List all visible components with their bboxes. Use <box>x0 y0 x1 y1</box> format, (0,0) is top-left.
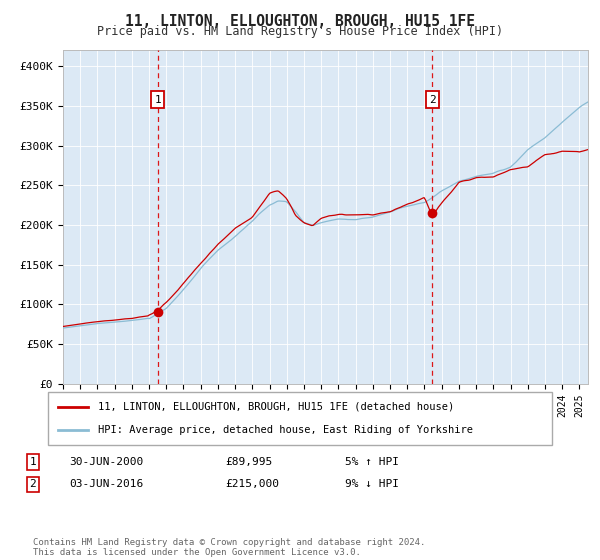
Text: Price paid vs. HM Land Registry's House Price Index (HPI): Price paid vs. HM Land Registry's House … <box>97 25 503 38</box>
Text: HPI: Average price, detached house, East Riding of Yorkshire: HPI: Average price, detached house, East… <box>98 425 473 435</box>
Text: 30-JUN-2000: 30-JUN-2000 <box>69 457 143 467</box>
FancyBboxPatch shape <box>48 392 552 445</box>
Text: 2: 2 <box>429 95 436 105</box>
Text: Contains HM Land Registry data © Crown copyright and database right 2024.
This d: Contains HM Land Registry data © Crown c… <box>33 538 425 557</box>
Text: 1: 1 <box>29 457 37 467</box>
Text: £215,000: £215,000 <box>225 479 279 489</box>
Text: 2: 2 <box>29 479 37 489</box>
Text: 11, LINTON, ELLOUGHTON, BROUGH, HU15 1FE (detached house): 11, LINTON, ELLOUGHTON, BROUGH, HU15 1FE… <box>98 402 455 412</box>
Text: 5% ↑ HPI: 5% ↑ HPI <box>345 457 399 467</box>
Text: 9% ↓ HPI: 9% ↓ HPI <box>345 479 399 489</box>
Text: 03-JUN-2016: 03-JUN-2016 <box>69 479 143 489</box>
Text: 1: 1 <box>154 95 161 105</box>
Text: £89,995: £89,995 <box>225 457 272 467</box>
Text: 11, LINTON, ELLOUGHTON, BROUGH, HU15 1FE: 11, LINTON, ELLOUGHTON, BROUGH, HU15 1FE <box>125 14 475 29</box>
